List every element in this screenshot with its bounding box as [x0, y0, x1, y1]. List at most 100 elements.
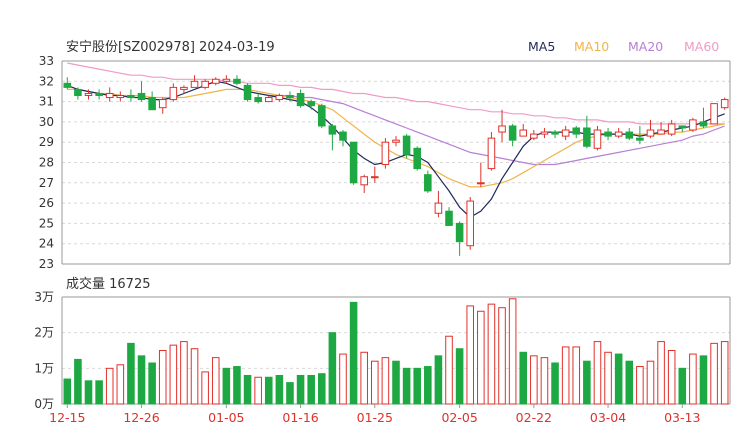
volume-bar [63, 378, 72, 405]
candle [720, 97, 729, 110]
volume-bar [636, 366, 644, 405]
candle [286, 91, 294, 102]
candle [349, 141, 358, 185]
candle-body [604, 131, 612, 137]
legend-ma60: MA60 [684, 39, 719, 54]
candle-body [264, 97, 273, 103]
candle-body [275, 95, 284, 101]
candle-body [360, 176, 368, 186]
volume-tick-label: 0万 [34, 397, 54, 411]
volume-bar [105, 367, 114, 405]
x-tick-label: 12-26 [123, 410, 159, 425]
candle-body [487, 137, 496, 170]
volume-bar [657, 341, 665, 405]
volume-bars [63, 298, 729, 405]
volume-bar [498, 307, 506, 405]
candle [455, 221, 464, 256]
volume-bar [360, 351, 368, 405]
candle-body [434, 202, 443, 214]
volume-bar [349, 301, 358, 405]
volume-bar [275, 374, 284, 405]
candle [625, 127, 634, 141]
volume-bar [201, 371, 209, 405]
candle [424, 170, 432, 193]
volume-tick-label: 3万 [34, 290, 54, 304]
volume-bar [710, 342, 718, 405]
volume-bar [307, 374, 315, 405]
volume-tick-label: 1万 [34, 361, 54, 375]
x-tick-label: 01-05 [208, 410, 244, 425]
candle-body [657, 129, 665, 135]
candle [148, 91, 156, 111]
price-tick-label: 29 [39, 135, 54, 149]
price-tick-label: 27 [39, 176, 54, 190]
volume-y-axis: 3万 2万 1万 0万 [34, 290, 54, 411]
candle-body [625, 131, 634, 139]
candle [264, 95, 273, 103]
line-ma60 [67, 62, 725, 125]
x-tick-label: 01-16 [282, 410, 318, 425]
candle [614, 127, 623, 139]
candle-body [455, 222, 464, 243]
volume-bar [243, 374, 252, 405]
candle-body [63, 82, 72, 88]
price-tick-label: 23 [39, 257, 54, 271]
candle-body [477, 182, 485, 185]
candle [296, 89, 305, 108]
candle-body [95, 92, 103, 97]
candle [710, 103, 718, 125]
volume-bar [625, 360, 634, 405]
candle [699, 107, 708, 128]
volume-bar [604, 351, 612, 405]
candle-body [317, 105, 326, 127]
legend-ma10: MA10 [574, 39, 609, 54]
candle-body [530, 133, 538, 139]
candle-body [169, 86, 178, 101]
candle [572, 125, 581, 139]
price-tick-label: 30 [39, 115, 54, 129]
candle-body [689, 119, 697, 131]
price-grid [61, 60, 731, 265]
volume-bar [699, 355, 708, 405]
legend-ma5: MA5 [528, 39, 555, 54]
volume-bar [233, 366, 241, 405]
candle [74, 87, 82, 100]
candle-body [583, 127, 591, 147]
x-tick-label: 03-04 [590, 410, 626, 425]
candle-body [74, 88, 82, 97]
candle [254, 93, 262, 104]
volume-bar [286, 382, 294, 405]
candle [583, 115, 591, 149]
candle [307, 99, 315, 110]
x-tick-label: 01-25 [357, 410, 393, 425]
candle [211, 77, 220, 86]
volume-bar [434, 355, 443, 405]
candle-body [254, 97, 262, 103]
volume-bar [180, 341, 188, 405]
candle-body [551, 131, 559, 135]
candle [678, 125, 687, 133]
candle [328, 123, 337, 151]
volume-bar [466, 305, 475, 405]
candle-body [392, 139, 400, 143]
candle [63, 77, 72, 90]
price-y-axis: 33 32 31 30 29 28 27 26 25 24 23 [39, 54, 54, 271]
candle [498, 109, 506, 143]
volume-bar [583, 360, 591, 405]
candle-body [233, 78, 241, 84]
price-tick-label: 33 [39, 54, 54, 68]
volume-bar [508, 298, 517, 405]
ma-legend: MA5 MA10 MA20 MA60 [528, 39, 719, 54]
volume-bar [689, 353, 697, 405]
candle-body [381, 141, 390, 166]
candle-body [678, 125, 687, 129]
candle-body [667, 123, 676, 135]
volume-bar [264, 376, 273, 405]
volume-bar [551, 362, 559, 405]
candle-body [158, 99, 167, 109]
x-tick-label: 03-13 [664, 410, 700, 425]
candle [466, 197, 475, 250]
candle [519, 123, 528, 137]
candle-body [646, 129, 655, 137]
